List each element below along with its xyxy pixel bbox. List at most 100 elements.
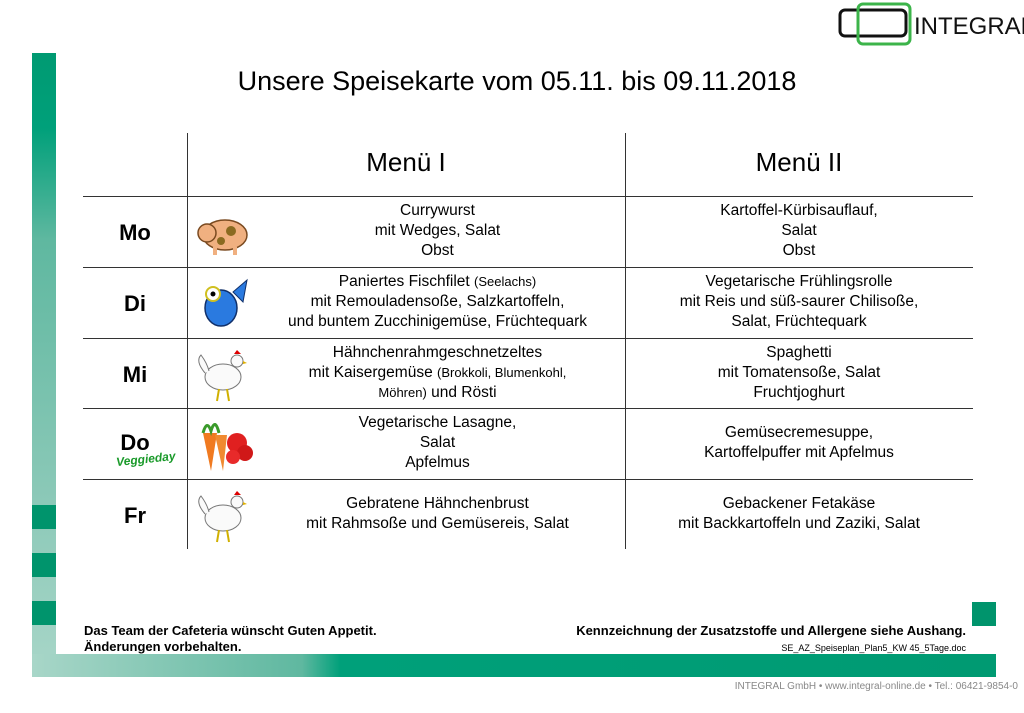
day-label: Di bbox=[124, 291, 146, 316]
menu-text: Obst bbox=[782, 241, 816, 259]
decorative-block bbox=[972, 602, 996, 626]
decorative-bottom-bar bbox=[32, 654, 996, 677]
divider bbox=[83, 479, 973, 480]
menu-line: Obst bbox=[625, 241, 973, 261]
menu-text: mit Kaisergemüse bbox=[308, 363, 438, 381]
chicken-icon bbox=[198, 491, 247, 543]
menu-line: Salat bbox=[250, 433, 625, 453]
menu-text: mit Rahmsoße und Gemüsereis, Salat bbox=[306, 514, 569, 532]
header-menu-1: Menü I bbox=[366, 147, 446, 177]
menu-line: Gebratene Hähnchenbrust bbox=[250, 494, 625, 514]
menu-text: und buntem Zucchinigemüse, Früchtequark bbox=[288, 312, 587, 330]
menu-text: und Rösti bbox=[426, 383, 497, 401]
menu-text: Vegetarische Frühlingsrolle bbox=[705, 272, 893, 290]
menu-line: Spaghetti bbox=[625, 343, 973, 363]
menu-line: mit Rahmsoße und Gemüsereis, Salat bbox=[250, 514, 625, 534]
integral-logo: INTEGRAL bbox=[838, 2, 1024, 46]
divider bbox=[83, 408, 973, 409]
menu-text: Kartoffelpuffer mit Apfelmus bbox=[704, 443, 894, 461]
menu-1-cell: Paniertes Fischfilet (Seelachs) mit Remou… bbox=[250, 266, 625, 337]
day-label: Mo bbox=[119, 220, 151, 245]
menu-2-cell: Gemüsecremesuppe, Kartoffelpuffer mit Apf… bbox=[625, 407, 973, 478]
header-menu-2: Menü II bbox=[755, 147, 843, 177]
chicken-icon bbox=[198, 350, 247, 402]
menu-text: Kartoffel-Kürbisauflauf, bbox=[720, 201, 878, 219]
menu-text: Möhren) bbox=[378, 384, 427, 400]
menu-1-cell: Gebratene Hähnchenbrust mit Rahmsoße und … bbox=[250, 478, 625, 549]
menu-2-cell: Vegetarische Frühlingsrolle mit Reis und … bbox=[625, 266, 973, 337]
menu-line: mit Remouladensoße, Salzkartoffeln, bbox=[250, 292, 625, 312]
menu-1-cell: Hähnchenrahmgeschnetzeltes mit Kaisergemü… bbox=[250, 337, 625, 408]
svg-text:INTEGRAL: INTEGRAL bbox=[914, 13, 1024, 40]
fish-icon bbox=[204, 278, 248, 327]
menu-2-cell: Gebackener Fetakäse mit Backkartoffeln un… bbox=[625, 478, 973, 549]
menu-1-cell: Vegetarische Lasagne, Salat Apfelmus bbox=[250, 407, 625, 478]
menu-line: Salat, Früchtequark bbox=[625, 312, 973, 332]
day-label: Do bbox=[120, 430, 150, 455]
menu-text: Gebratene Hähnchenbrust bbox=[346, 494, 529, 512]
footer-disclaimer: Änderungen vorbehalten. bbox=[84, 639, 242, 654]
menu-line: Apfelmus bbox=[250, 453, 625, 473]
menu-text: Fruchtjoghurt bbox=[753, 383, 845, 401]
decorative-block bbox=[32, 601, 56, 625]
menu-line: Gemüsecremesuppe, bbox=[625, 423, 973, 443]
menu-text: Apfelmus bbox=[405, 453, 470, 471]
document-filename: SE_AZ_Speiseplan_Plan5_KW 45_5Tage.doc bbox=[781, 643, 966, 653]
decorative-block bbox=[32, 505, 56, 529]
menu-text: mit Tomatensoße, Salat bbox=[717, 363, 881, 381]
divider bbox=[625, 133, 626, 549]
menu-text: (Brokkoli, Blumenkohl, bbox=[437, 364, 567, 380]
menu-text: Vegetarische Lasagne, bbox=[358, 413, 517, 431]
menu-text: mit Wedges, Salat bbox=[374, 221, 501, 239]
menu-line: Möhren) und Rösti bbox=[250, 383, 625, 403]
menu-text: Hähnchenrahmgeschnetzeltes bbox=[332, 343, 543, 361]
company-address: INTEGRAL GmbH • www.integral-online.de •… bbox=[734, 681, 1018, 692]
page-title: Unsere Speisekarte vom 05.11. bis 09.11.… bbox=[237, 66, 797, 96]
menu-line: mit Wedges, Salat bbox=[250, 221, 625, 241]
menu-1-cell: Currywurst mit Wedges, Salat Obst bbox=[250, 195, 625, 266]
day-label: Fr bbox=[124, 503, 146, 528]
menu-text: Salat bbox=[419, 433, 456, 451]
divider bbox=[83, 338, 973, 339]
menu-2-cell: Kartoffel-Kürbisauflauf, Salat Obst bbox=[625, 195, 973, 266]
menu-line: mit Kaisergemüse (Brokkoli, Blumenkohl, bbox=[250, 363, 625, 383]
menu-text: mit Reis und süß-saurer Chilisoße, bbox=[679, 292, 919, 310]
vegetables-icon bbox=[201, 423, 253, 471]
menu-line: Currywurst bbox=[250, 201, 625, 221]
menu-line: mit Tomatensoße, Salat bbox=[625, 363, 973, 383]
menu-line: Gebackener Fetakäse bbox=[625, 494, 973, 514]
decorative-block bbox=[32, 553, 56, 577]
menu-line: Kartoffel-Kürbisauflauf, bbox=[625, 201, 973, 221]
menu-text: Salat bbox=[781, 221, 817, 239]
menu-line: mit Reis und süß-saurer Chilisoße, bbox=[625, 292, 973, 312]
divider bbox=[83, 196, 973, 197]
menu-text: Salat, Früchtequark bbox=[731, 312, 867, 330]
menu-text: Gebackener Fetakäse bbox=[722, 494, 876, 512]
menu-line: Vegetarische Frühlingsrolle bbox=[625, 272, 973, 292]
divider bbox=[83, 267, 973, 268]
menu-text: mit Backkartoffeln und Zaziki, Salat bbox=[678, 514, 920, 532]
menu-text: Currywurst bbox=[400, 201, 475, 219]
decorative-left-bar bbox=[32, 53, 56, 677]
day-label: Mi bbox=[122, 362, 148, 387]
menu-line: Kartoffelpuffer mit Apfelmus bbox=[625, 443, 973, 463]
menu-text: (Seelachs) bbox=[474, 273, 537, 289]
footer-allergen-note: Kennzeichnung der Zusatzstoffe und Aller… bbox=[576, 623, 966, 638]
menu-line: Hähnchenrahmgeschnetzeltes bbox=[250, 343, 625, 363]
menu-text: Paniertes Fischfilet bbox=[338, 272, 475, 290]
menu-line: mit Backkartoffeln und Zaziki, Salat bbox=[625, 514, 973, 534]
menu-2-cell: Spaghetti mit Tomatensoße, Salat Fruchtjog… bbox=[625, 337, 973, 408]
menu-line: Obst bbox=[250, 241, 625, 261]
menu-text: Obst bbox=[421, 241, 454, 259]
menu-line: Salat bbox=[625, 221, 973, 241]
menu-text: Gemüsecremesuppe, bbox=[724, 423, 874, 441]
divider bbox=[187, 133, 188, 549]
footer-greeting: Das Team der Cafeteria wünscht Guten App… bbox=[84, 623, 377, 638]
menu-text: Spaghetti bbox=[766, 343, 832, 361]
menu-line: Fruchtjoghurt bbox=[625, 383, 973, 403]
menu-line: und buntem Zucchinigemüse, Früchtequark bbox=[250, 312, 625, 332]
menu-line: Paniertes Fischfilet (Seelachs) bbox=[250, 272, 625, 292]
menu-line: Vegetarische Lasagne, bbox=[250, 413, 625, 433]
pig-icon bbox=[197, 219, 248, 255]
menu-text: mit Remouladensoße, Salzkartoffeln, bbox=[310, 292, 565, 310]
